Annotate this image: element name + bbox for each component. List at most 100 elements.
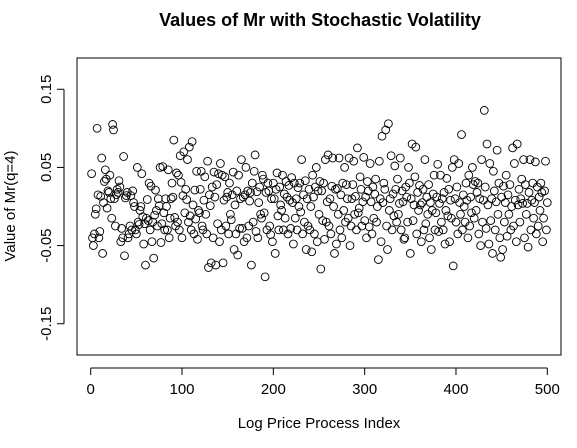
data-point xyxy=(197,221,207,231)
data-point xyxy=(185,211,195,221)
data-point xyxy=(490,225,500,235)
data-point xyxy=(476,241,485,250)
data-point xyxy=(233,250,243,260)
data-point xyxy=(434,227,443,236)
data-point xyxy=(249,166,259,176)
data-point xyxy=(451,217,461,227)
data-point xyxy=(329,202,338,211)
data-point xyxy=(199,195,209,205)
data-point xyxy=(431,208,441,218)
data-point xyxy=(145,225,155,235)
data-point xyxy=(193,234,202,244)
data-point xyxy=(241,163,251,172)
data-point xyxy=(475,194,485,204)
data-point xyxy=(540,186,549,196)
data-point xyxy=(184,142,194,152)
data-point xyxy=(485,159,495,168)
data-point xyxy=(120,251,129,261)
data-point xyxy=(269,194,279,204)
data-point xyxy=(502,231,512,241)
data-point xyxy=(309,192,318,202)
data-point xyxy=(132,229,141,239)
data-point xyxy=(103,186,113,196)
data-point xyxy=(405,178,414,188)
data-point xyxy=(531,229,541,239)
data-point xyxy=(160,225,170,235)
data-point xyxy=(381,125,391,135)
data-point xyxy=(402,192,412,202)
data-point xyxy=(195,208,204,218)
data-point xyxy=(410,172,420,182)
data-point xyxy=(192,166,201,176)
data-point xyxy=(505,180,515,189)
data-point xyxy=(283,229,293,239)
data-point xyxy=(483,200,493,210)
data-point xyxy=(216,159,225,168)
data-point xyxy=(154,201,164,211)
data-point xyxy=(311,163,321,172)
data-point xyxy=(290,213,300,223)
data-point xyxy=(458,190,468,200)
data-point xyxy=(426,198,435,207)
data-point xyxy=(180,208,190,218)
data-point xyxy=(323,150,333,160)
data-point xyxy=(420,155,430,164)
data-point xyxy=(92,123,102,133)
data-point xyxy=(399,234,409,244)
data-point xyxy=(304,184,314,194)
data-point xyxy=(514,184,524,194)
data-point xyxy=(111,190,121,200)
data-point xyxy=(297,155,306,164)
data-point xyxy=(224,229,233,239)
data-point xyxy=(368,182,378,192)
data-point xyxy=(91,204,101,214)
data-point xyxy=(274,225,284,235)
data-point xyxy=(487,194,496,204)
data-point xyxy=(200,172,210,182)
data-point xyxy=(326,229,336,239)
data-point xyxy=(481,224,491,233)
data-point xyxy=(358,197,368,207)
y-tick-label: -0.05 xyxy=(38,228,55,262)
data-point xyxy=(489,186,499,196)
data-point xyxy=(152,206,161,215)
data-point xyxy=(163,225,172,235)
data-point xyxy=(167,178,177,188)
data-point xyxy=(330,249,339,258)
data-point xyxy=(359,152,369,162)
data-point xyxy=(325,194,335,204)
data-point xyxy=(336,190,346,200)
data-point xyxy=(498,245,507,254)
data-point xyxy=(255,182,264,192)
data-point xyxy=(226,209,235,219)
data-point xyxy=(448,261,458,271)
data-point xyxy=(444,184,454,194)
data-point xyxy=(365,159,375,168)
data-point xyxy=(176,177,186,187)
data-point xyxy=(286,224,296,233)
data-point xyxy=(464,170,474,180)
data-point xyxy=(116,237,126,247)
data-point xyxy=(362,233,371,243)
data-point xyxy=(342,180,351,189)
data-point xyxy=(251,227,261,236)
data-point xyxy=(378,198,388,207)
data-point xyxy=(504,209,514,219)
data-point xyxy=(265,221,275,231)
data-point xyxy=(333,209,343,219)
data-point xyxy=(174,170,183,180)
data-point xyxy=(424,180,433,189)
data-point xyxy=(129,198,138,207)
data-point xyxy=(534,192,544,202)
data-point xyxy=(179,147,189,157)
data-point xyxy=(159,208,169,218)
data-point xyxy=(298,229,307,239)
data-point xyxy=(210,192,220,202)
data-point xyxy=(205,201,215,211)
data-point xyxy=(280,213,290,223)
data-point xyxy=(394,209,403,219)
data-point xyxy=(389,211,399,221)
data-point xyxy=(342,194,352,204)
data-point xyxy=(195,184,205,194)
y-tick-label: 0.05 xyxy=(38,153,55,182)
